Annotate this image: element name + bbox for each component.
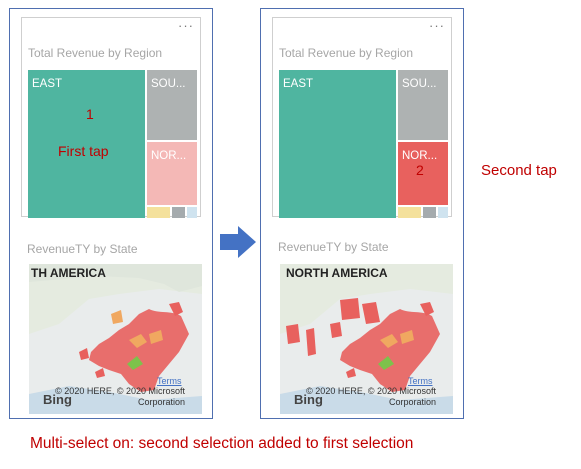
caption: Multi-select on: second selection added … <box>30 435 414 452</box>
first-tap-label: First tap <box>58 143 109 159</box>
treemap-tile-small[interactable] <box>147 207 170 218</box>
phone-frame-second: ··· Total Revenue by Region EAST SOU... … <box>260 8 464 419</box>
second-tap-label: Second tap <box>481 162 557 179</box>
map-heading: NORTH AMERICA <box>286 266 388 280</box>
bing-logo: Bing <box>294 392 323 407</box>
treemap-tile-east[interactable]: EAST <box>28 70 145 218</box>
first-tap-number: 1 <box>86 106 94 122</box>
treemap-title: Total Revenue by Region <box>279 46 414 60</box>
map-drawing <box>29 264 202 414</box>
tile-label: NOR... <box>151 150 187 162</box>
treemap-tile-small[interactable] <box>172 207 185 218</box>
treemap-card: ··· Total Revenue by Region EAST SOU... … <box>272 17 452 218</box>
second-tap-number: 2 <box>416 162 424 178</box>
treemap-card: ··· Total Revenue by Region EAST SOU... … <box>21 17 201 218</box>
right-arrow-icon <box>220 226 256 258</box>
more-options-icon[interactable]: ··· <box>178 18 194 33</box>
tile-label: SOU... <box>151 78 186 90</box>
tile-label: NOR... <box>402 150 438 162</box>
terms-link[interactable]: Terms <box>157 376 182 386</box>
map-heading: TH AMERICA <box>31 266 106 280</box>
treemap-tile-east[interactable]: EAST <box>279 70 396 218</box>
map-drawing <box>280 264 453 414</box>
tile-label: EAST <box>32 78 63 90</box>
filled-map[interactable]: TH AMERICA Terms © 2020 HERE, © 2020 Mic… <box>29 264 202 414</box>
phone-frame-first: ··· Total Revenue by Region EAST SOU... … <box>9 8 213 419</box>
bing-logo: Bing <box>43 392 72 407</box>
filled-map[interactable]: NORTH AMERICA Terms © 2020 HERE, © 2020 … <box>280 264 453 414</box>
treemap-tile-north[interactable]: NOR... <box>398 142 448 205</box>
more-options-icon[interactable]: ··· <box>429 18 445 33</box>
treemap-tile-south[interactable]: SOU... <box>398 70 448 140</box>
treemap-title: Total Revenue by Region <box>28 46 163 60</box>
tile-label: SOU... <box>402 78 437 90</box>
map-title: RevenueTY by State <box>278 240 389 254</box>
treemap-tile-south[interactable]: SOU... <box>147 70 197 140</box>
map-attribution: © 2020 HERE, © 2020 Microsoft Corporatio… <box>306 386 436 407</box>
map-title: RevenueTY by State <box>27 242 138 256</box>
treemap-tile-small[interactable] <box>438 207 448 218</box>
treemap-tile-small[interactable] <box>423 207 436 218</box>
map-attribution: © 2020 HERE, © 2020 Microsoft Corporatio… <box>55 386 185 407</box>
treemap-tile-small[interactable] <box>398 207 421 218</box>
treemap-tile-small[interactable] <box>187 207 197 218</box>
treemap-tile-north[interactable]: NOR... <box>147 142 197 205</box>
tile-label: EAST <box>283 78 314 90</box>
terms-link[interactable]: Terms <box>408 376 433 386</box>
